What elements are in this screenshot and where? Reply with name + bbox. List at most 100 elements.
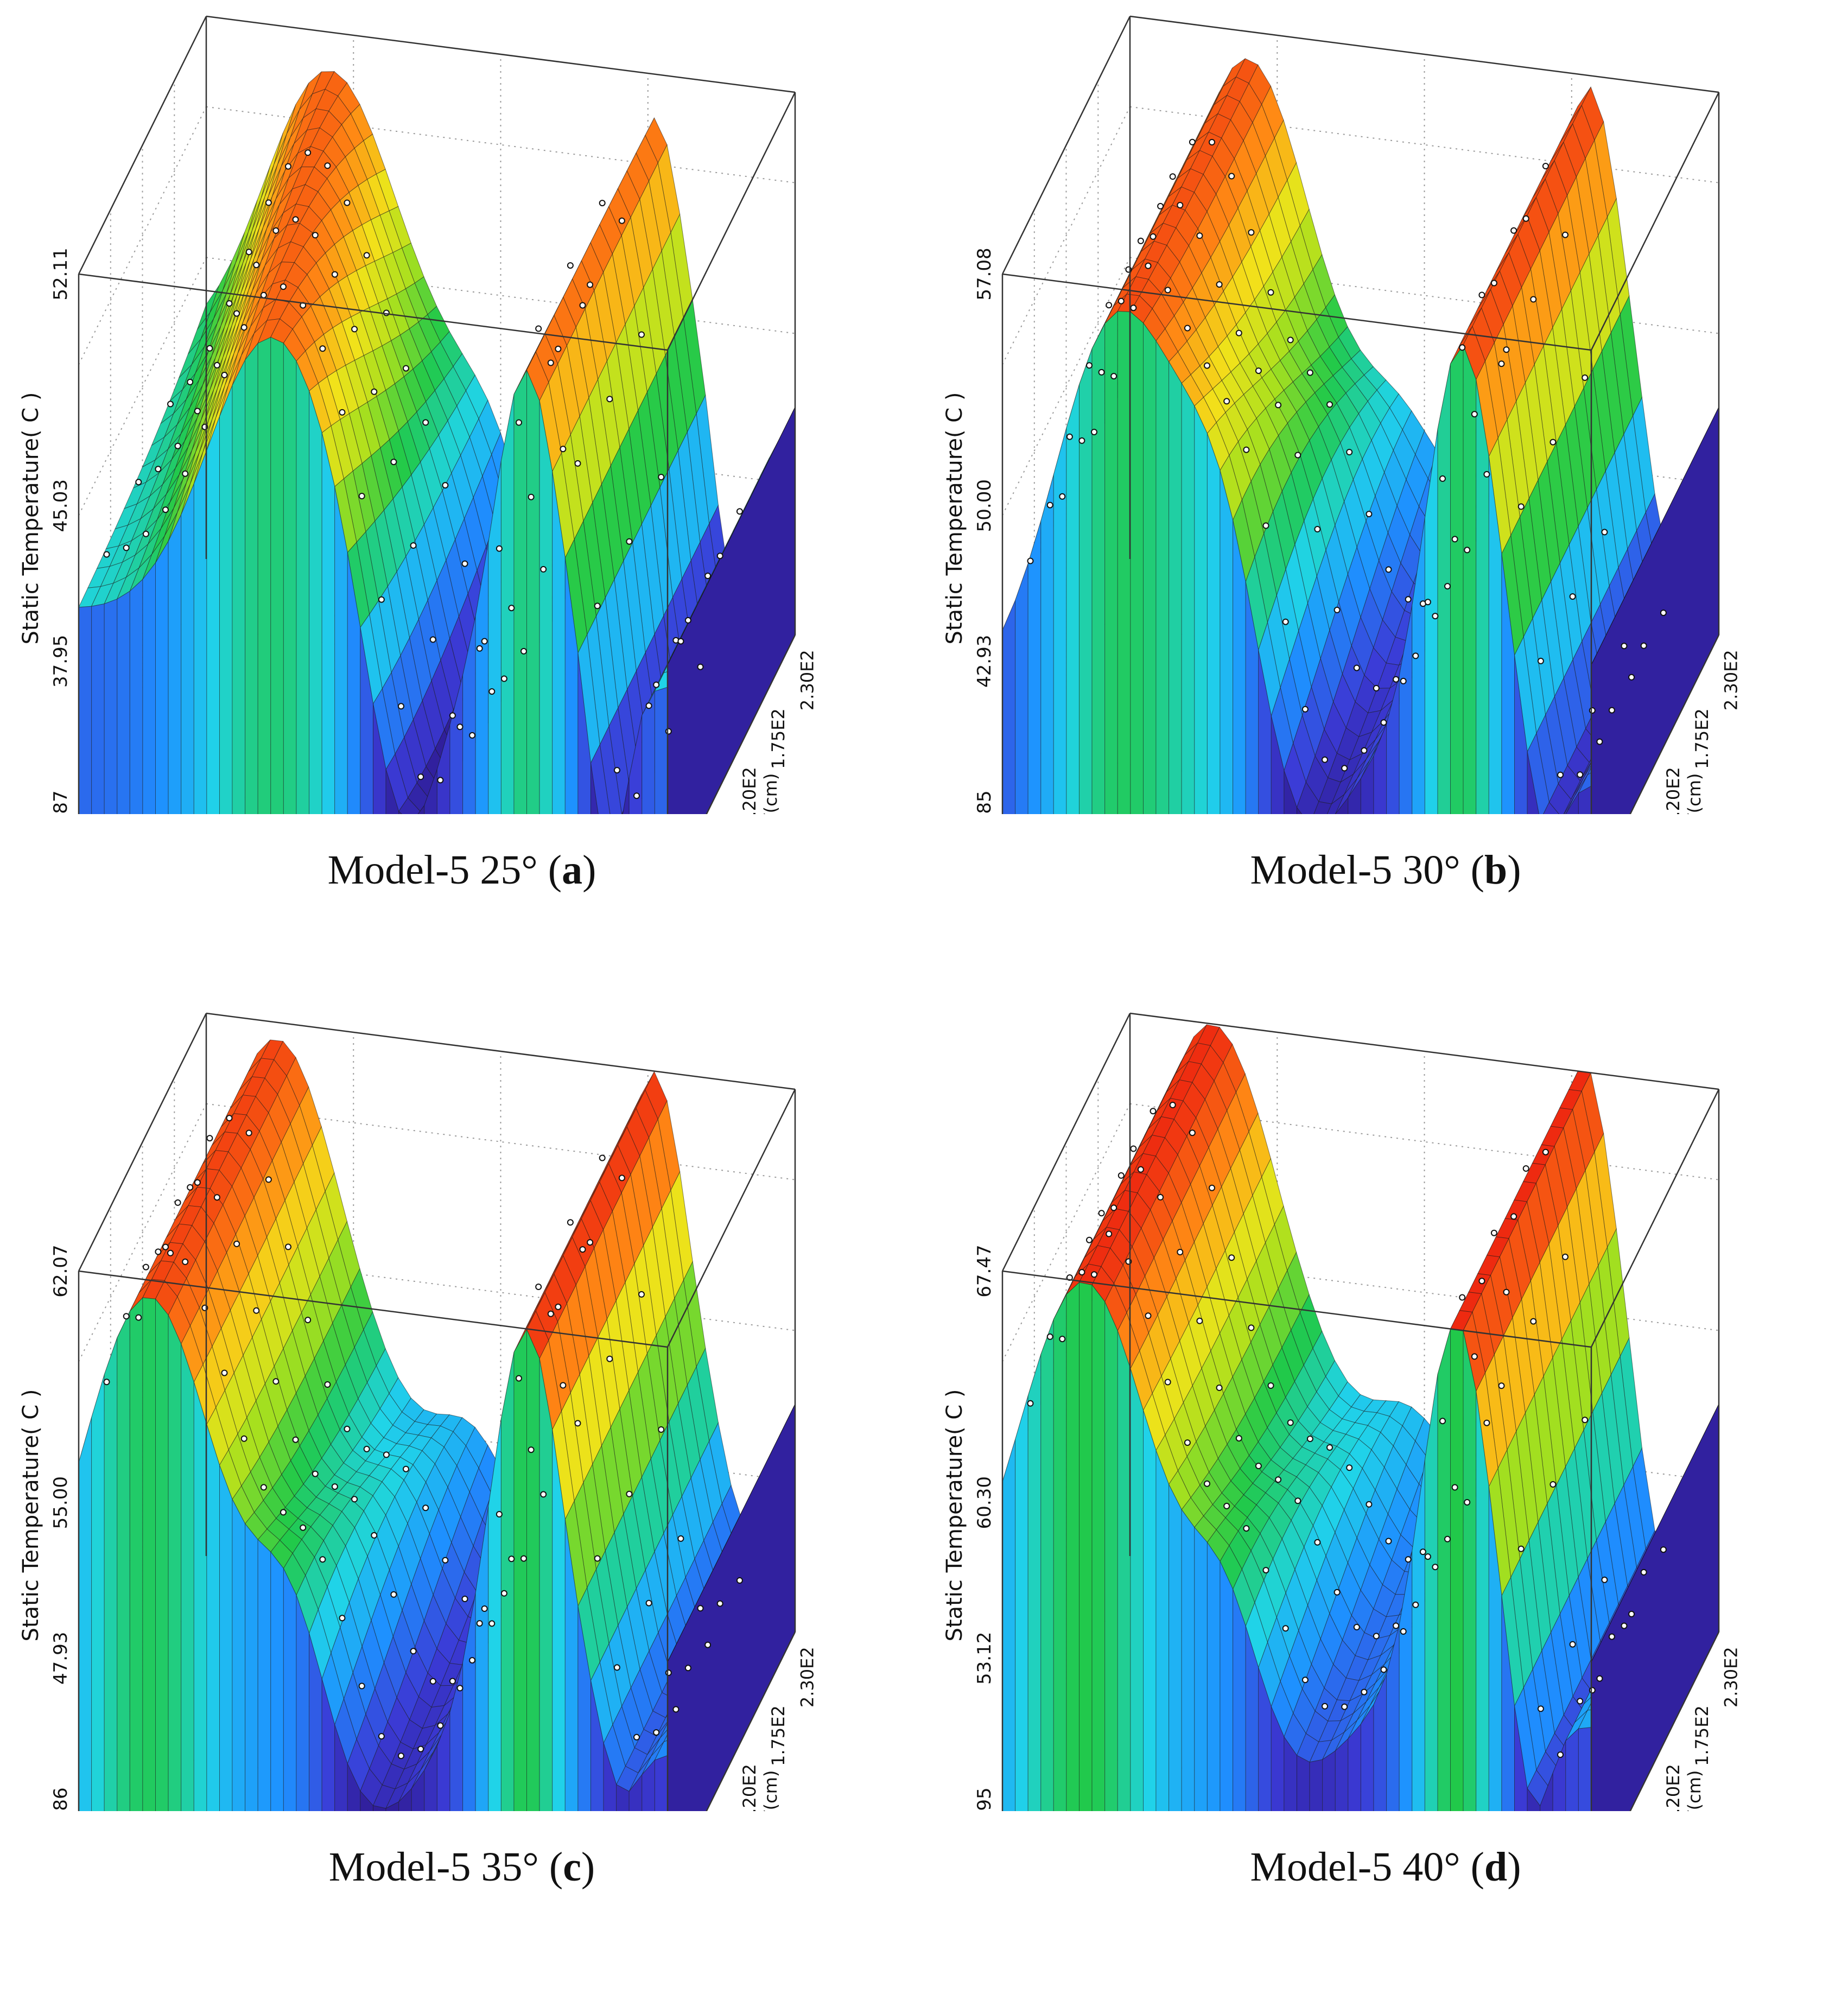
surface-skirt-cell bbox=[526, 1329, 540, 1811]
axis-edge bbox=[1629, 634, 1720, 814]
data-point bbox=[213, 361, 220, 369]
data-point bbox=[1262, 522, 1269, 529]
surface-skirt-cell bbox=[219, 1465, 233, 1811]
data-point bbox=[618, 1174, 625, 1182]
z-tick-label: 42.93 bbox=[974, 635, 995, 688]
data-point bbox=[1569, 593, 1576, 600]
data-point bbox=[1204, 362, 1210, 369]
data-point bbox=[272, 227, 280, 234]
data-point bbox=[1660, 609, 1667, 617]
data-point bbox=[285, 1243, 291, 1250]
data-point bbox=[1137, 237, 1144, 244]
data-point bbox=[1110, 373, 1117, 380]
data-point bbox=[481, 638, 488, 645]
data-point bbox=[540, 1491, 547, 1498]
data-point bbox=[1086, 362, 1093, 369]
data-point bbox=[363, 252, 370, 259]
surface-skirt-cell bbox=[1233, 1589, 1246, 1811]
data-point bbox=[638, 1291, 645, 1298]
data-point bbox=[1361, 747, 1368, 754]
grid-line bbox=[78, 106, 207, 365]
data-point bbox=[437, 777, 444, 784]
data-point bbox=[1228, 1254, 1235, 1261]
data-point bbox=[456, 723, 463, 731]
axis-box bbox=[78, 15, 796, 814]
axis-edge bbox=[78, 1270, 668, 1348]
surface-skirt-cell bbox=[155, 540, 169, 814]
data-point bbox=[155, 1248, 162, 1255]
axis-edge bbox=[706, 1631, 796, 1811]
data-point bbox=[508, 605, 515, 612]
surface-skirt-cell bbox=[1053, 428, 1067, 814]
data-point bbox=[1130, 1145, 1137, 1152]
surface-skirt-cell bbox=[117, 590, 130, 814]
surface-skirt-cell bbox=[1015, 1395, 1028, 1811]
chart-panel-b: 35.85 42.93 50.00 57.08 Static Temperature( … bbox=[924, 0, 1847, 997]
data-point bbox=[1522, 1165, 1529, 1172]
surface-skirt-cell bbox=[117, 1311, 130, 1811]
data-point bbox=[331, 271, 338, 278]
data-point bbox=[1209, 139, 1215, 145]
data-point bbox=[1235, 1435, 1242, 1442]
data-point bbox=[398, 1752, 404, 1760]
data-point bbox=[1596, 738, 1603, 745]
data-point bbox=[1490, 280, 1497, 287]
surface-skirt-cell bbox=[1066, 1281, 1079, 1811]
data-point bbox=[574, 460, 581, 467]
data-point bbox=[1243, 446, 1250, 453]
data-point bbox=[1169, 1102, 1176, 1108]
surface-skirt-cell bbox=[283, 342, 297, 814]
data-point bbox=[358, 493, 365, 499]
chart-svg: 45.95 53.12 60.30 67.47 Static Temperature( … bbox=[942, 1012, 1742, 1811]
surface-skirt-cell bbox=[181, 1344, 194, 1811]
data-point bbox=[645, 1599, 652, 1606]
data-point bbox=[665, 1669, 672, 1677]
data-point bbox=[626, 1490, 633, 1497]
y-tick-label: 1.20E2 bbox=[1663, 1764, 1684, 1811]
surface-skirt-cell bbox=[245, 1523, 258, 1811]
data-point bbox=[123, 1313, 130, 1320]
surface-skirt-cell bbox=[1220, 470, 1234, 814]
caption-letter: b bbox=[1484, 847, 1508, 893]
y-axis-label: Y(cm) bbox=[1684, 1770, 1705, 1811]
data-point bbox=[1282, 1625, 1289, 1632]
z-tick-label: 37.95 bbox=[50, 635, 72, 688]
surface-skirt-cell bbox=[1206, 433, 1221, 814]
data-point bbox=[1243, 1525, 1250, 1532]
data-point bbox=[1333, 606, 1341, 613]
z-tick-label: 60.30 bbox=[974, 1476, 995, 1529]
data-point bbox=[1444, 1535, 1451, 1542]
caption-letter: d bbox=[1484, 1844, 1508, 1890]
data-point bbox=[319, 345, 326, 352]
data-point bbox=[653, 1729, 660, 1736]
surface-skirt-cell bbox=[155, 1298, 169, 1811]
data-point bbox=[429, 1678, 436, 1685]
axis-edge bbox=[1002, 273, 1592, 351]
data-point bbox=[1400, 677, 1407, 684]
z-axis-label: Static Temperature( C ) bbox=[18, 1389, 43, 1641]
data-point bbox=[351, 1496, 358, 1503]
caption-letter: c bbox=[563, 1844, 581, 1890]
surface-skirt-cell bbox=[1091, 1284, 1106, 1811]
data-point bbox=[704, 573, 712, 579]
data-point bbox=[437, 1722, 444, 1729]
surface-skirt-cell bbox=[91, 603, 105, 814]
data-point bbox=[1577, 1698, 1584, 1705]
data-point bbox=[233, 310, 240, 317]
data-point bbox=[1557, 1751, 1564, 1758]
data-point bbox=[1537, 657, 1544, 664]
data-point bbox=[1306, 1436, 1313, 1443]
data-point bbox=[476, 645, 483, 652]
surface-skirt-cell bbox=[1169, 360, 1182, 814]
data-point bbox=[221, 1369, 228, 1376]
data-point bbox=[371, 1532, 378, 1539]
data-point bbox=[1628, 1610, 1635, 1617]
data-point bbox=[1091, 429, 1097, 435]
data-point bbox=[1530, 296, 1537, 303]
surface-skirt-cell bbox=[1040, 474, 1054, 814]
data-point bbox=[1562, 231, 1568, 238]
grid-line bbox=[1002, 257, 1131, 516]
data-point bbox=[626, 538, 633, 545]
data-point bbox=[1582, 374, 1589, 381]
data-point bbox=[390, 1591, 397, 1598]
